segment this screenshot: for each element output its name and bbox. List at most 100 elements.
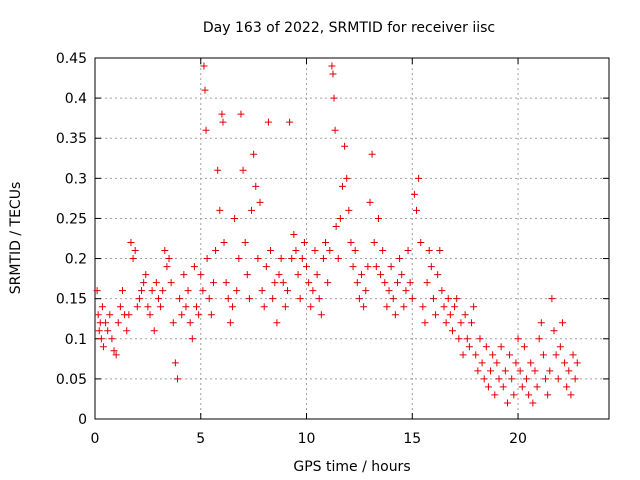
- data-point: [222, 279, 230, 287]
- data-point: [516, 367, 524, 375]
- data-point: [349, 263, 357, 271]
- data-point: [248, 206, 256, 214]
- data-point: [360, 303, 368, 311]
- data-point: [565, 367, 573, 375]
- x-axis-label: GPS time / hours: [293, 459, 410, 475]
- data-point: [408, 295, 416, 303]
- data-point: [535, 335, 543, 343]
- data-point: [326, 247, 334, 255]
- data-point: [436, 247, 444, 255]
- data-point: [309, 287, 317, 295]
- data-point: [205, 295, 213, 303]
- data-point: [446, 311, 454, 319]
- data-point: [296, 295, 304, 303]
- data-point: [503, 399, 511, 407]
- data-point: [336, 214, 344, 222]
- data-point: [108, 335, 116, 343]
- data-point: [201, 86, 209, 94]
- data-point: [438, 287, 446, 295]
- data-point: [487, 367, 495, 375]
- data-point: [277, 255, 285, 263]
- data-point: [167, 279, 175, 287]
- data-point: [347, 239, 355, 247]
- data-point: [235, 255, 243, 263]
- data-point: [415, 174, 423, 182]
- data-points: [93, 62, 581, 407]
- data-point: [125, 311, 133, 319]
- data-point: [366, 198, 374, 206]
- data-point: [112, 351, 120, 359]
- y-axis-label: SRMTID / TECUs: [8, 182, 24, 295]
- data-point: [400, 303, 408, 311]
- data-point: [569, 351, 577, 359]
- data-point: [533, 383, 541, 391]
- data-point: [546, 367, 554, 375]
- data-point: [358, 271, 366, 279]
- data-point: [413, 206, 421, 214]
- y-tick-label: 0.05: [56, 372, 87, 388]
- data-point: [180, 271, 188, 279]
- y-tick-label: 0.1: [65, 332, 87, 348]
- y-tick-label: 0.3: [65, 171, 87, 187]
- data-point: [556, 343, 564, 351]
- data-point: [465, 343, 473, 351]
- data-point: [123, 327, 131, 335]
- data-point: [118, 287, 126, 295]
- data-point: [269, 295, 277, 303]
- data-point: [209, 279, 217, 287]
- data-point: [311, 247, 319, 255]
- data-point: [114, 319, 122, 327]
- x-tick-label: 20: [509, 431, 527, 447]
- data-point: [195, 311, 203, 319]
- data-point: [421, 319, 429, 327]
- data-point: [239, 166, 247, 174]
- data-point: [398, 271, 406, 279]
- data-point: [429, 295, 437, 303]
- data-point: [482, 343, 490, 351]
- data-point: [451, 303, 459, 311]
- data-point: [459, 351, 467, 359]
- data-point: [510, 391, 518, 399]
- data-point: [313, 271, 321, 279]
- data-point: [463, 335, 471, 343]
- data-point: [322, 239, 330, 247]
- data-point: [216, 206, 224, 214]
- data-point: [203, 255, 211, 263]
- data-point: [385, 287, 393, 295]
- y-tick-label: 0.25: [56, 211, 87, 227]
- data-point: [472, 351, 480, 359]
- data-point: [267, 247, 275, 255]
- data-point: [214, 166, 222, 174]
- data-point: [406, 279, 414, 287]
- data-point: [188, 335, 196, 343]
- data-point: [389, 295, 397, 303]
- data-point: [558, 319, 566, 327]
- data-point: [328, 62, 336, 70]
- data-point: [146, 311, 154, 319]
- data-point: [548, 295, 556, 303]
- y-tick-label: 0.35: [56, 131, 87, 147]
- y-tick-label: 0.2: [65, 252, 87, 268]
- data-point: [457, 319, 465, 327]
- axis-ticks: 0 0.05 0.1 0.15 0.2 0.25 0.3 0.35 0.4 0.45 0 5 10 15 2…: [56, 51, 609, 447]
- data-point: [470, 303, 478, 311]
- data-point: [173, 375, 181, 383]
- data-point: [329, 70, 337, 78]
- data-point: [374, 214, 382, 222]
- plot-frame: [94, 57, 610, 420]
- data-point: [178, 311, 186, 319]
- data-point: [377, 271, 385, 279]
- data-point: [442, 319, 450, 327]
- data-point: [315, 295, 323, 303]
- data-point: [520, 343, 528, 351]
- data-point: [368, 150, 376, 158]
- y-tick-label: 0.45: [56, 51, 87, 67]
- data-point: [499, 383, 507, 391]
- data-point: [396, 255, 404, 263]
- data-point: [518, 383, 526, 391]
- data-point: [387, 263, 395, 271]
- data-point: [292, 247, 300, 255]
- data-point: [468, 319, 476, 327]
- data-point: [527, 359, 535, 367]
